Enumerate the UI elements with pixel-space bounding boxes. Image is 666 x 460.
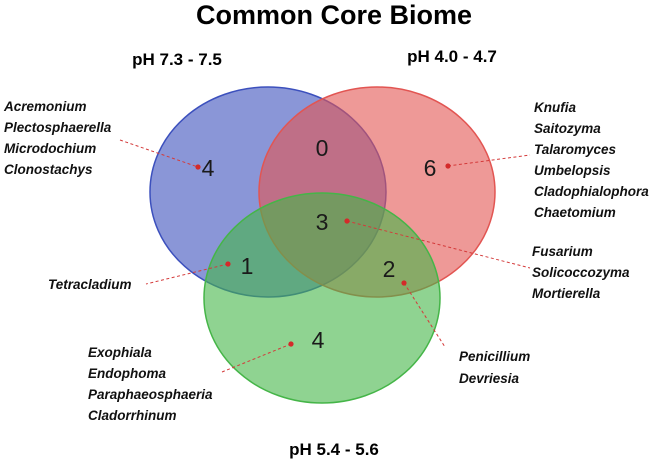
count-c-only: 4 xyxy=(312,327,325,353)
leader-c-only xyxy=(221,343,292,373)
dot-b-only xyxy=(445,163,451,169)
region-counts: 4 0 6 3 1 2 4 xyxy=(202,135,437,353)
genus-label: Saitozyma xyxy=(534,121,601,136)
genus-label: Knufia xyxy=(534,100,576,115)
count-ab: 0 xyxy=(316,135,329,161)
genus-label: Cladophialophora xyxy=(534,184,649,199)
venn-circles xyxy=(149,86,496,404)
count-b-only: 6 xyxy=(424,155,437,181)
count-ac: 1 xyxy=(241,253,254,279)
count-abc: 3 xyxy=(316,209,329,235)
dot-c-only xyxy=(288,341,294,347)
dot-bc xyxy=(401,280,407,286)
genus-label: Devriesia xyxy=(459,371,520,386)
leader-abc xyxy=(346,220,531,269)
count-bc: 2 xyxy=(383,256,396,282)
diagram-title: Common Core Biome xyxy=(196,0,472,30)
genus-label: Mortierella xyxy=(532,286,601,301)
genus-label: Talaromyces xyxy=(534,142,617,157)
leader-a-only xyxy=(119,139,199,168)
dot-a-only xyxy=(195,164,201,170)
genus-label: Penicillium xyxy=(459,349,530,364)
genus-label: Paraphaeosphaeria xyxy=(88,387,213,402)
genus-label: Endophoma xyxy=(88,366,166,381)
genus-label: Microdochium xyxy=(4,141,96,156)
circle-ph-5-4 xyxy=(203,192,441,404)
leader-lines xyxy=(119,139,531,373)
count-a-only: 4 xyxy=(202,155,215,181)
genus-label: Fusarium xyxy=(532,244,593,259)
set-label-ph-4-0: pH 4.0 - 4.7 xyxy=(407,47,497,66)
genus-label: Tetracladium xyxy=(48,277,132,292)
leader-bc xyxy=(403,282,446,348)
genus-label: Solicoccozyma xyxy=(532,265,630,280)
genus-label: Umbelopsis xyxy=(534,163,611,178)
dot-abc xyxy=(344,218,350,224)
leader-dots xyxy=(195,163,451,347)
set-label-ph-7-3: pH 7.3 - 7.5 xyxy=(132,50,222,69)
set-label-ph-5-4: pH 5.4 - 5.6 xyxy=(289,440,379,459)
genera-labels: Acremonium Plectosphaerella Microdochium… xyxy=(3,99,649,423)
genus-label: Cladorrhinum xyxy=(88,408,177,423)
genus-label: Clonostachys xyxy=(4,162,93,177)
genus-label: Chaetomium xyxy=(534,205,616,220)
dot-ac xyxy=(225,261,231,267)
genus-label: Acremonium xyxy=(3,99,87,114)
genus-label: Plectosphaerella xyxy=(4,120,112,135)
genus-label: Exophiala xyxy=(88,345,152,360)
leader-b-only xyxy=(447,154,531,167)
